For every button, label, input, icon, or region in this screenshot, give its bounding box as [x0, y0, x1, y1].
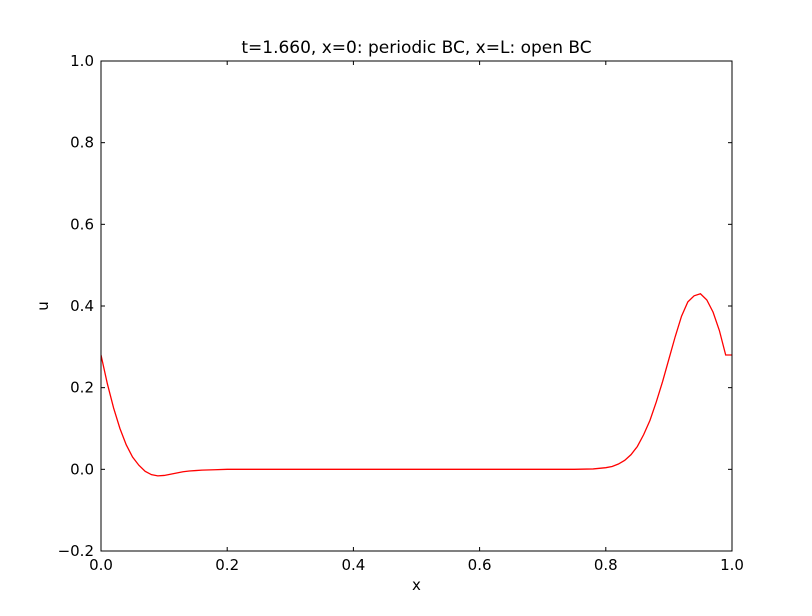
y-tick-label: −0.2	[58, 542, 94, 560]
y-tick-label: 0.2	[70, 379, 94, 397]
x-tick-label: 0.6	[468, 556, 492, 574]
x-tick-label: 0.2	[215, 556, 239, 574]
y-tick-label: 0.6	[70, 215, 94, 233]
y-tick-label: 0.8	[70, 134, 94, 152]
y-axis-label: u	[34, 301, 52, 311]
series-line-0	[101, 293, 732, 477]
y-tick-label: 1.0	[70, 52, 94, 70]
chart-title: t=1.660, x=0: periodic BC, x=L: open BC	[241, 38, 591, 58]
plot-layer: 0.0 0.2 0.4 0.6 0.8 1.0−0.20.00.20.40.60.81.0	[58, 52, 744, 574]
x-tick-label: 0.0	[89, 556, 113, 574]
y-tick-label: 0.0	[70, 460, 94, 478]
y-tick-label: 0.4	[70, 297, 94, 315]
x-tick-label: 0.8	[594, 556, 618, 574]
axes-frame	[100, 60, 733, 552]
x-tick-label: 0.4	[341, 556, 365, 574]
x-tick-label: 1.0	[720, 556, 744, 574]
x-axis-label: x	[412, 576, 421, 594]
